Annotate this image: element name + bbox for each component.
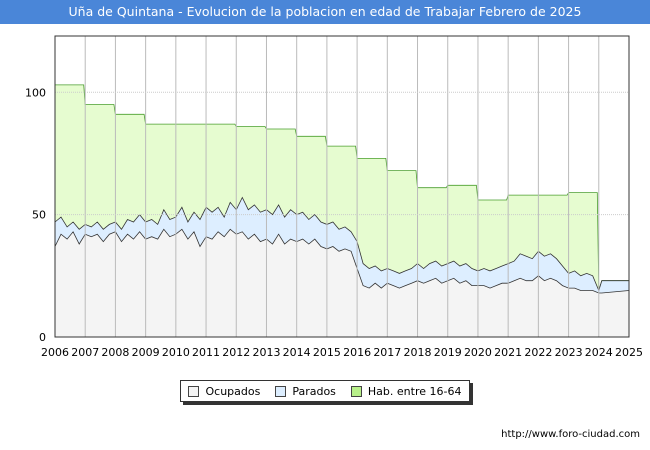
legend-item-parados: Parados (275, 385, 336, 398)
line-ocupados (54, 228, 630, 294)
x-tick-label-2015: 2015 (313, 346, 341, 359)
area-ocupados (55, 229, 629, 337)
y-tick-label-50: 50 (32, 209, 46, 222)
legend-item-habitantes: Hab. entre 16-64 (350, 384, 462, 398)
x-tick-label-2010: 2010 (162, 346, 190, 359)
x-tick-label-2007: 2007 (71, 346, 99, 359)
x-tick-label-2016: 2016 (343, 346, 371, 359)
x-tick-label-2013: 2013 (252, 346, 280, 359)
legend-swatch-parados (275, 385, 287, 397)
legend-swatch-ocupados (188, 385, 200, 397)
x-tick-label-2011: 2011 (192, 346, 220, 359)
x-tick-label-2025: 2025 (615, 346, 643, 359)
source-link[interactable]: http://www.foro-ciudad.com (501, 429, 640, 440)
x-tick-label-2014: 2014 (283, 346, 311, 359)
x-tick-label-2006: 2006 (41, 346, 69, 359)
x-tick-label-2022: 2022 (524, 346, 552, 359)
x-tick-label-2024: 2024 (585, 346, 613, 359)
legend: Ocupados Parados Hab. entre 16-64 (180, 380, 470, 402)
x-tick-label-2009: 2009 (132, 346, 160, 359)
x-tick-label-2021: 2021 (494, 346, 522, 359)
x-tick-label-2019: 2019 (434, 346, 462, 359)
legend-swatch-habitantes (350, 385, 362, 397)
x-tick-label-2018: 2018 (404, 346, 432, 359)
plot-frame (54, 35, 630, 338)
legend-label-parados: Parados (292, 384, 336, 398)
x-tick-label-2012: 2012 (222, 346, 250, 359)
legend-label-ocupados: Ocupados (205, 384, 261, 398)
x-tick-label-2020: 2020 (464, 346, 492, 359)
legend-label-habitantes: Hab. entre 16-64 (367, 384, 462, 398)
x-tick-label-2017: 2017 (373, 346, 401, 359)
legend-item-ocupados: Ocupados (188, 385, 260, 398)
x-tick-label-2008: 2008 (101, 346, 129, 359)
line-parados (54, 196, 629, 292)
x-tick-label-2023: 2023 (555, 346, 583, 359)
y-tick-label-0: 0 (39, 331, 46, 344)
y-tick-label-100: 100 (25, 86, 46, 99)
chart-title: Uña de Quintana - Evolucion de la poblac… (0, 0, 650, 24)
